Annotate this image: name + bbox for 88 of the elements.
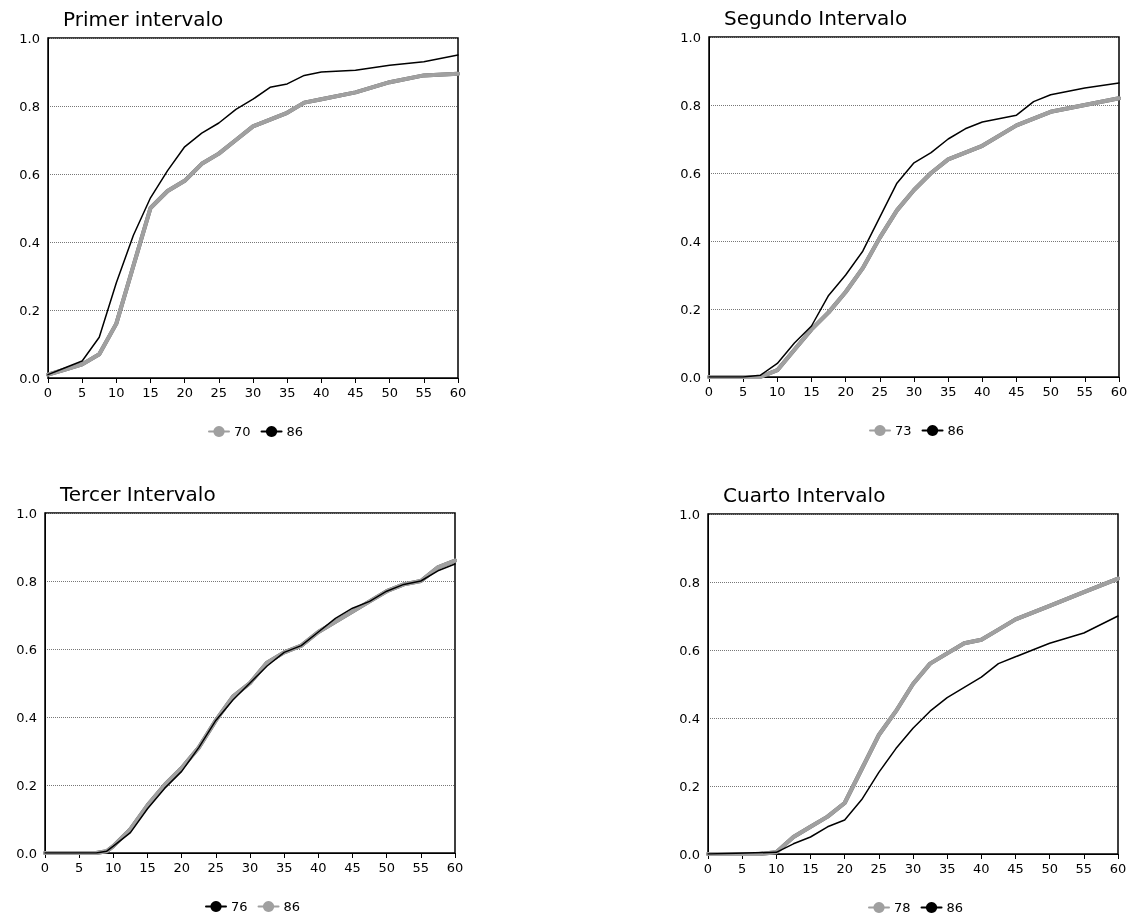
x-tick-label: 15	[803, 384, 820, 399]
chart-title: Segundo Intervalo	[724, 6, 908, 30]
x-tick-label: 20	[837, 384, 854, 399]
x-tick-label: 35	[275, 860, 293, 875]
y-tick-label: 0.0	[680, 369, 701, 385]
y-tick-label: 0.2	[16, 777, 37, 793]
legend-label: 86	[283, 899, 301, 914]
legend-label: 76	[231, 899, 248, 914]
y-tick-label: 0.4	[19, 234, 40, 250]
y-tick-label: 0.6	[19, 166, 40, 182]
y-tick-label: 0.8	[19, 98, 40, 114]
y-tick-label: 0.0	[19, 370, 40, 386]
chart-title: Cuarto Intervalo	[723, 483, 886, 507]
x-tick-label: 55	[412, 860, 430, 875]
x-tick-label: 45	[347, 385, 364, 400]
x-tick-label: 50	[1042, 384, 1059, 399]
y-tick-label: 0.0	[16, 845, 37, 861]
x-tick-label: 50	[381, 385, 398, 400]
x-tick-label: 5	[738, 861, 747, 876]
y-tick-label: 0.4	[16, 709, 37, 725]
y-tick-label: 0.6	[16, 641, 37, 657]
x-tick-label: 20	[176, 385, 193, 400]
x-tick-label: 25	[210, 385, 228, 400]
chart-title: Tercer Intervalo	[59, 482, 216, 506]
y-tick-label: 0.0	[679, 846, 700, 862]
x-tick-label: 55	[1076, 384, 1094, 399]
y-tick-label: 0.4	[680, 233, 701, 249]
legend-label: 86	[286, 424, 304, 439]
x-tick-label: 0	[703, 861, 713, 876]
x-tick-label: 60	[449, 385, 467, 400]
x-tick-label: 25	[207, 860, 225, 875]
x-tick-label: 40	[310, 860, 327, 875]
y-tick-label: 1.0	[679, 506, 700, 522]
y-tick-label: 0.2	[19, 302, 40, 318]
x-tick-label: 25	[871, 384, 889, 399]
x-tick-label: 40	[313, 385, 330, 400]
x-tick-label: 0	[43, 385, 53, 400]
x-tick-label: 5	[78, 385, 87, 400]
x-tick-label: 45	[1008, 384, 1025, 399]
y-tick-label: 1.0	[680, 29, 701, 45]
x-tick-label: 35	[939, 384, 957, 399]
x-tick-label: 45	[1007, 861, 1024, 876]
x-tick-label: 50	[1041, 861, 1058, 876]
x-tick-label: 35	[938, 861, 956, 876]
x-tick-label: 0	[704, 384, 714, 399]
x-tick-label: 25	[870, 861, 888, 876]
x-tick-label: 30	[241, 860, 259, 875]
legend-label: 73	[895, 423, 912, 438]
x-tick-label: 40	[973, 861, 990, 876]
y-tick-label: 0.4	[679, 710, 700, 726]
y-tick-label: 0.8	[16, 573, 37, 589]
legend-label: 86	[946, 900, 964, 915]
y-tick-label: 0.8	[680, 97, 701, 113]
x-tick-label: 5	[739, 384, 748, 399]
x-tick-label: 40	[974, 384, 991, 399]
legend-label: 86	[947, 423, 965, 438]
y-tick-label: 0.2	[679, 778, 700, 794]
x-tick-label: 20	[173, 860, 190, 875]
x-tick-label: 60	[446, 860, 464, 875]
x-tick-label: 45	[344, 860, 361, 875]
x-tick-label: 55	[1075, 861, 1093, 876]
x-tick-label: 10	[105, 860, 122, 875]
x-tick-label: 20	[836, 861, 853, 876]
x-tick-label: 10	[768, 861, 785, 876]
y-tick-label: 1.0	[16, 505, 37, 521]
x-tick-label: 0	[40, 860, 50, 875]
legend-label: 70	[234, 424, 251, 439]
x-tick-label: 35	[278, 385, 296, 400]
y-tick-label: 1.0	[19, 30, 40, 46]
y-tick-label: 0.2	[680, 301, 701, 317]
x-tick-label: 55	[415, 385, 433, 400]
y-tick-label: 0.8	[679, 574, 700, 590]
x-tick-label: 5	[75, 860, 84, 875]
x-tick-label: 30	[244, 385, 262, 400]
chart-title: Primer intervalo	[63, 7, 224, 31]
x-tick-label: 50	[378, 860, 395, 875]
x-tick-label: 30	[905, 384, 923, 399]
x-tick-label: 10	[769, 384, 786, 399]
y-tick-label: 0.6	[680, 165, 701, 181]
y-tick-label: 0.6	[679, 642, 700, 658]
x-tick-label: 60	[1109, 861, 1127, 876]
x-tick-label: 15	[139, 860, 156, 875]
x-tick-label: 15	[142, 385, 159, 400]
x-tick-label: 15	[802, 861, 819, 876]
legend-label: 78	[894, 900, 911, 915]
x-tick-label: 30	[904, 861, 922, 876]
x-tick-label: 60	[1110, 384, 1128, 399]
x-tick-label: 10	[108, 385, 125, 400]
